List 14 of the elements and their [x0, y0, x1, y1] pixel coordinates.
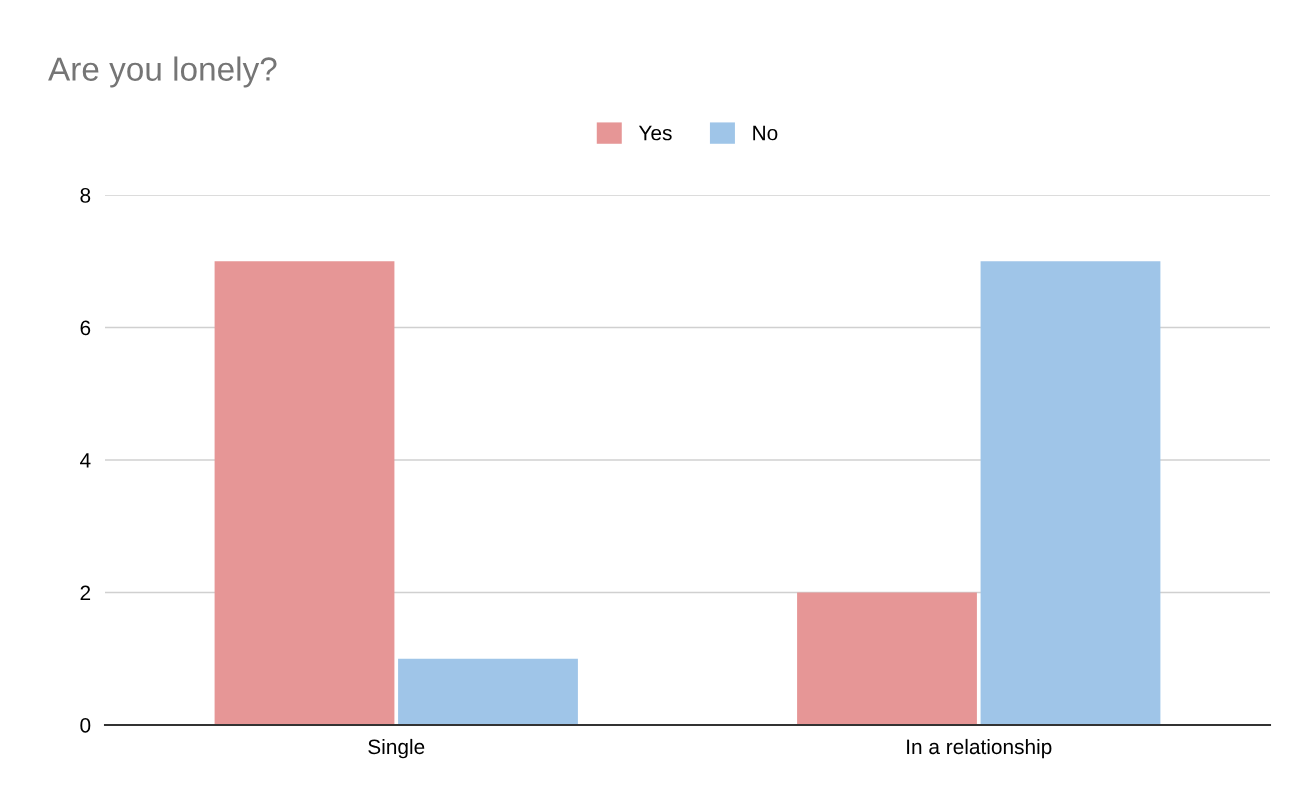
legend-label: No — [753, 125, 778, 141]
chart-title: Are you lonely? — [48, 56, 277, 88]
x-tick-label: Single — [368, 738, 425, 759]
x-tick-label: In a relationship — [907, 738, 1052, 759]
legend-label: Yes — [638, 125, 672, 141]
bar — [797, 592, 977, 725]
y-tick-label: 4 — [80, 453, 91, 468]
bar — [980, 261, 1161, 725]
bar — [398, 658, 578, 725]
y-tick-label: 8 — [80, 188, 91, 203]
y-tick-label: 2 — [80, 585, 91, 601]
y-tick-label: 0 — [80, 718, 91, 733]
bar — [214, 261, 395, 725]
y-tick-label: 6 — [80, 320, 91, 336]
